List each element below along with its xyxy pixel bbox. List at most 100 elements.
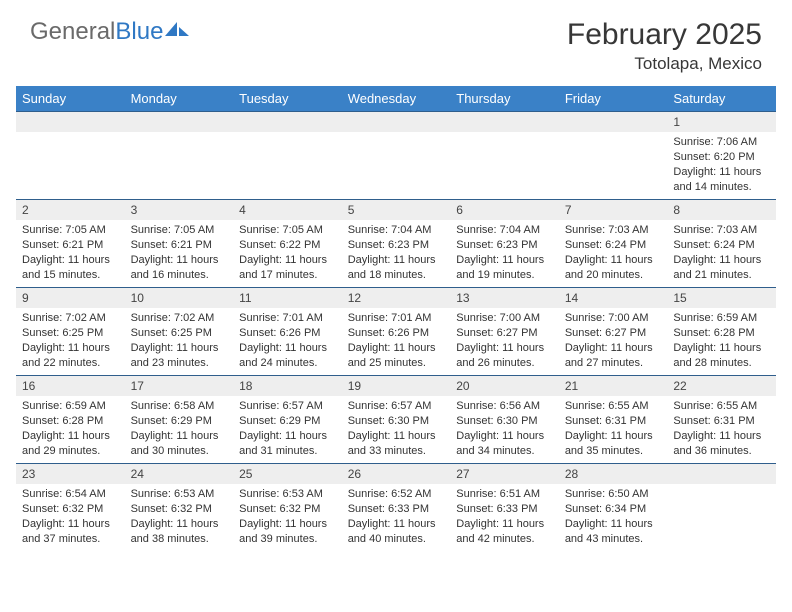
daylight-line: Daylight: 11 hours and 26 minutes. <box>456 341 553 371</box>
day-cell: 15Sunrise: 6:59 AMSunset: 6:28 PMDayligh… <box>667 288 776 376</box>
sunrise-line: Sunrise: 7:01 AM <box>239 311 336 326</box>
day-number: 27 <box>450 464 559 484</box>
day-info: Sunrise: 7:06 AMSunset: 6:20 PMDaylight:… <box>667 132 776 198</box>
day-cell: 17Sunrise: 6:58 AMSunset: 6:29 PMDayligh… <box>125 376 234 464</box>
day-cell: 10Sunrise: 7:02 AMSunset: 6:25 PMDayligh… <box>125 288 234 376</box>
daylight-line: Daylight: 11 hours and 21 minutes. <box>673 253 770 283</box>
sunrise-line: Sunrise: 6:58 AM <box>131 399 228 414</box>
daylight-line: Daylight: 11 hours and 29 minutes. <box>22 429 119 459</box>
day-number: 14 <box>559 288 668 308</box>
sail-icon <box>165 20 191 38</box>
day-number: 4 <box>233 200 342 220</box>
weekday-header: Saturday <box>667 86 776 112</box>
day-number: 7 <box>559 200 668 220</box>
sunset-line: Sunset: 6:22 PM <box>239 238 336 253</box>
sunrise-line: Sunrise: 6:57 AM <box>239 399 336 414</box>
sunrise-line: Sunrise: 6:54 AM <box>22 487 119 502</box>
day-cell: 3Sunrise: 7:05 AMSunset: 6:21 PMDaylight… <box>125 200 234 288</box>
sunset-line: Sunset: 6:29 PM <box>131 414 228 429</box>
day-cell: 25Sunrise: 6:53 AMSunset: 6:32 PMDayligh… <box>233 464 342 552</box>
day-info: Sunrise: 7:05 AMSunset: 6:22 PMDaylight:… <box>233 220 342 286</box>
daylight-line: Daylight: 11 hours and 33 minutes. <box>348 429 445 459</box>
title-block: February 2025 Totolapa, Mexico <box>567 18 762 74</box>
week-row: 23Sunrise: 6:54 AMSunset: 6:32 PMDayligh… <box>16 464 776 552</box>
sunrise-line: Sunrise: 6:57 AM <box>348 399 445 414</box>
sunrise-line: Sunrise: 7:02 AM <box>131 311 228 326</box>
daylight-line: Daylight: 11 hours and 19 minutes. <box>456 253 553 283</box>
daylight-line: Daylight: 11 hours and 40 minutes. <box>348 517 445 547</box>
header: GeneralBlue February 2025 Totolapa, Mexi… <box>0 0 792 80</box>
day-cell: 28Sunrise: 6:50 AMSunset: 6:34 PMDayligh… <box>559 464 668 552</box>
day-info: Sunrise: 7:01 AMSunset: 6:26 PMDaylight:… <box>342 308 451 374</box>
day-cell: 12Sunrise: 7:01 AMSunset: 6:26 PMDayligh… <box>342 288 451 376</box>
sunset-line: Sunset: 6:26 PM <box>239 326 336 341</box>
daylight-line: Daylight: 11 hours and 35 minutes. <box>565 429 662 459</box>
day-cell: 9Sunrise: 7:02 AMSunset: 6:25 PMDaylight… <box>16 288 125 376</box>
day-cell <box>233 112 342 200</box>
day-cell: 20Sunrise: 6:56 AMSunset: 6:30 PMDayligh… <box>450 376 559 464</box>
day-number: 2 <box>16 200 125 220</box>
day-cell: 23 Sunrise: 6:54 AMSunset: 6:32 PMDayligh… <box>16 464 125 552</box>
daylight-line: Daylight: 11 hours and 27 minutes. <box>565 341 662 371</box>
daylight-line: Daylight: 11 hours and 37 minutes. <box>22 517 119 547</box>
day-number-band <box>342 112 451 132</box>
sunrise-line: Sunrise: 7:04 AM <box>456 223 553 238</box>
day-cell <box>342 112 451 200</box>
day-info: Sunrise: 6:53 AMSunset: 6:32 PMDaylight:… <box>233 484 342 550</box>
week-row: 1Sunrise: 7:06 AMSunset: 6:20 PMDaylight… <box>16 112 776 200</box>
sunset-line: Sunset: 6:31 PM <box>565 414 662 429</box>
day-number: 5 <box>342 200 451 220</box>
day-info: Sunrise: 6:51 AMSunset: 6:33 PMDaylight:… <box>450 484 559 550</box>
sunset-line: Sunset: 6:27 PM <box>565 326 662 341</box>
day-number: 22 <box>667 376 776 396</box>
day-number: 20 <box>450 376 559 396</box>
sunset-line: Sunset: 6:32 PM <box>239 502 336 517</box>
day-info: Sunrise: 7:04 AMSunset: 6:23 PMDaylight:… <box>342 220 451 286</box>
sunset-line: Sunset: 6:21 PM <box>22 238 119 253</box>
day-number: 23 <box>16 464 125 484</box>
sunset-line: Sunset: 6:25 PM <box>131 326 228 341</box>
brand-part2: Blue <box>115 18 163 46</box>
day-info: Sunrise: 7:03 AMSunset: 6:24 PMDaylight:… <box>559 220 668 286</box>
sunset-line: Sunset: 6:32 PM <box>22 502 119 517</box>
daylight-line: Daylight: 11 hours and 36 minutes. <box>673 429 770 459</box>
daylight-line: Daylight: 11 hours and 30 minutes. <box>131 429 228 459</box>
brand-part1: General <box>30 18 115 46</box>
day-number: 15 <box>667 288 776 308</box>
sunrise-line: Sunrise: 7:02 AM <box>22 311 119 326</box>
day-number: 13 <box>450 288 559 308</box>
day-number: 11 <box>233 288 342 308</box>
sunrise-line: Sunrise: 7:06 AM <box>673 135 770 150</box>
sunrise-line: Sunrise: 7:05 AM <box>131 223 228 238</box>
sunrise-line: Sunrise: 7:04 AM <box>348 223 445 238</box>
day-number-band <box>16 112 125 132</box>
day-info: Sunrise: 7:02 AMSunset: 6:25 PMDaylight:… <box>16 308 125 374</box>
weekday-header: Friday <box>559 86 668 112</box>
day-info: Sunrise: 7:02 AMSunset: 6:25 PMDaylight:… <box>125 308 234 374</box>
calendar-table: SundayMondayTuesdayWednesdayThursdayFrid… <box>16 86 776 552</box>
day-number: 10 <box>125 288 234 308</box>
day-cell <box>450 112 559 200</box>
sunrise-line: Sunrise: 6:56 AM <box>456 399 553 414</box>
sunset-line: Sunset: 6:20 PM <box>673 150 770 165</box>
day-number-band <box>450 112 559 132</box>
day-info: Sunrise: 7:05 AMSunset: 6:21 PMDaylight:… <box>125 220 234 286</box>
day-info: Sunrise: 7:00 AMSunset: 6:27 PMDaylight:… <box>450 308 559 374</box>
sunset-line: Sunset: 6:30 PM <box>348 414 445 429</box>
day-number-band <box>667 464 776 484</box>
sunset-line: Sunset: 6:25 PM <box>22 326 119 341</box>
sunrise-line: Sunrise: 7:03 AM <box>565 223 662 238</box>
daylight-line: Daylight: 11 hours and 20 minutes. <box>565 253 662 283</box>
day-cell: 2Sunrise: 7:05 AMSunset: 6:21 PMDaylight… <box>16 200 125 288</box>
day-cell: 11Sunrise: 7:01 AMSunset: 6:26 PMDayligh… <box>233 288 342 376</box>
daylight-line: Daylight: 11 hours and 34 minutes. <box>456 429 553 459</box>
day-info: Sunrise: 6:59 AMSunset: 6:28 PMDaylight:… <box>667 308 776 374</box>
day-info: Sunrise: 7:05 AMSunset: 6:21 PMDaylight:… <box>16 220 125 286</box>
sunset-line: Sunset: 6:21 PM <box>131 238 228 253</box>
day-info: Sunrise: 6:55 AMSunset: 6:31 PMDaylight:… <box>559 396 668 462</box>
day-info: Sunrise: 6:57 AMSunset: 6:29 PMDaylight:… <box>233 396 342 462</box>
daylight-line: Daylight: 11 hours and 38 minutes. <box>131 517 228 547</box>
daylight-line: Daylight: 11 hours and 42 minutes. <box>456 517 553 547</box>
day-info: Sunrise: 7:03 AMSunset: 6:24 PMDaylight:… <box>667 220 776 286</box>
day-info: Sunrise: 6:52 AMSunset: 6:33 PMDaylight:… <box>342 484 451 550</box>
